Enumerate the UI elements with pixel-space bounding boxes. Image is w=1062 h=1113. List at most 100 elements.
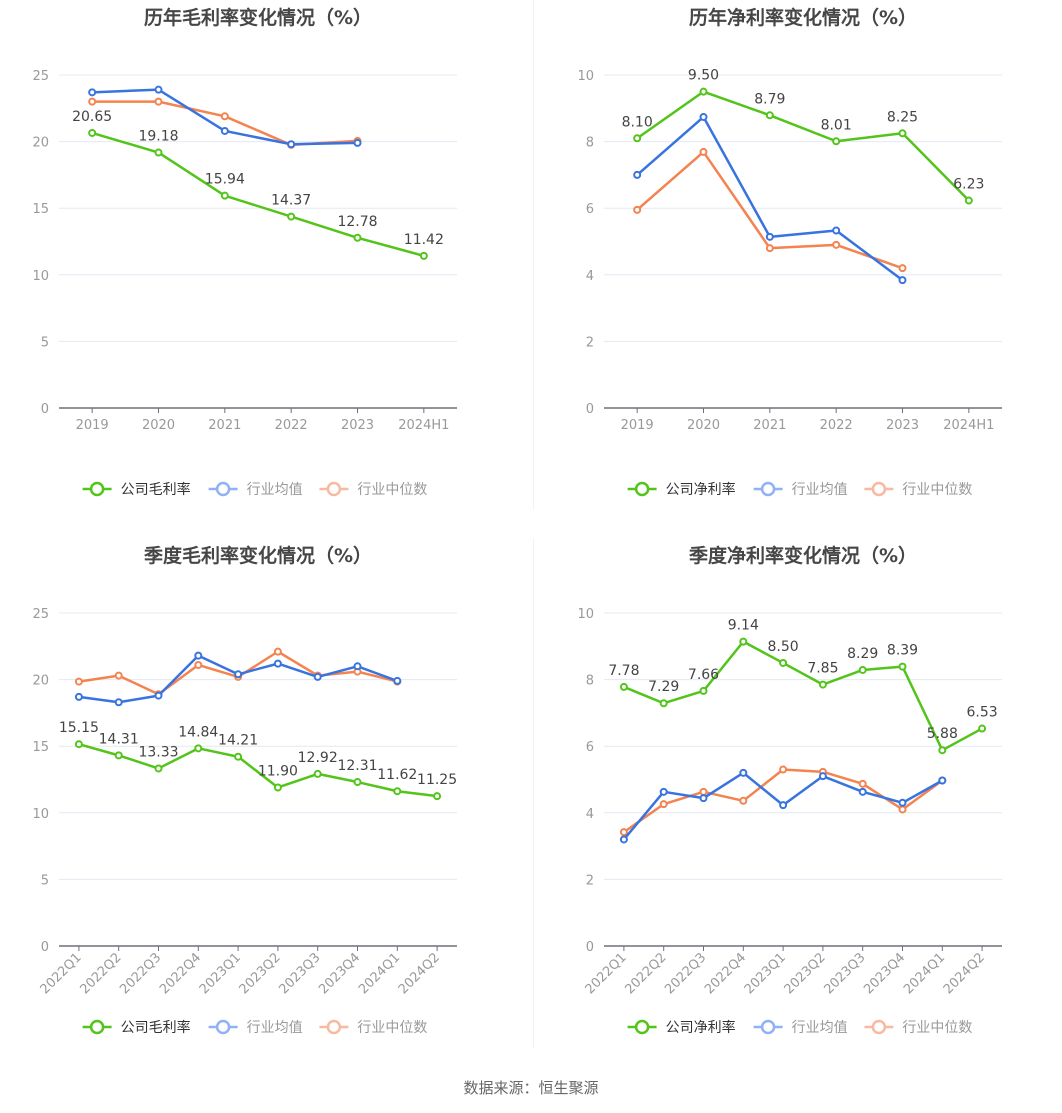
data-point-company[interactable] bbox=[659, 699, 668, 708]
data-point-avg[interactable] bbox=[353, 662, 362, 671]
data-point-avg[interactable] bbox=[234, 670, 243, 679]
data-point-company[interactable] bbox=[353, 233, 362, 242]
legend-item-avg[interactable]: 行业均值 bbox=[208, 481, 303, 498]
data-point-avg[interactable] bbox=[88, 88, 97, 97]
y-tick-label: 10 bbox=[32, 269, 49, 284]
legend-item-median[interactable]: 行业中位数 bbox=[319, 1019, 427, 1036]
data-point-avg[interactable] bbox=[287, 140, 296, 149]
data-point-company[interactable] bbox=[699, 87, 708, 96]
data-point-company[interactable] bbox=[619, 682, 628, 691]
data-point-company[interactable] bbox=[419, 251, 428, 260]
data-point-company[interactable] bbox=[699, 686, 708, 695]
data-point-avg[interactable] bbox=[898, 798, 907, 807]
data-point-company[interactable] bbox=[898, 129, 907, 138]
data-point-company[interactable] bbox=[779, 658, 788, 667]
data-point-median[interactable] bbox=[898, 805, 907, 814]
data-point-company[interactable] bbox=[832, 137, 841, 146]
x-tick-label: 2023Q4 bbox=[316, 950, 363, 997]
data-point-company[interactable] bbox=[313, 769, 322, 778]
data-point-company[interactable] bbox=[818, 680, 827, 689]
data-point-median[interactable] bbox=[858, 779, 867, 788]
data-point-company[interactable] bbox=[154, 148, 163, 157]
data-point-median[interactable] bbox=[699, 787, 708, 796]
legend-item-company[interactable]: 公司毛利率 bbox=[82, 1019, 191, 1036]
legend-item-company[interactable]: 公司净利率 bbox=[627, 1019, 736, 1036]
data-point-company[interactable] bbox=[938, 746, 947, 755]
data-point-company[interactable] bbox=[353, 778, 362, 787]
data-point-median[interactable] bbox=[273, 647, 282, 656]
legend-item-median[interactable]: 行业中位数 bbox=[864, 1019, 972, 1036]
data-point-company[interactable] bbox=[858, 665, 867, 674]
data-point-avg[interactable] bbox=[699, 794, 708, 803]
legend-item-avg[interactable]: 行业均值 bbox=[753, 481, 848, 498]
legend-item-company[interactable]: 公司毛利率 bbox=[82, 481, 191, 498]
legend-item-median[interactable]: 行业中位数 bbox=[864, 481, 972, 498]
data-point-median[interactable] bbox=[765, 244, 774, 253]
data-point-avg[interactable] bbox=[393, 676, 402, 685]
data-point-company[interactable] bbox=[74, 740, 83, 749]
data-point-avg[interactable] bbox=[765, 232, 774, 241]
data-point-company[interactable] bbox=[154, 764, 163, 773]
data-point-company[interactable] bbox=[739, 637, 748, 646]
data-point-company[interactable] bbox=[194, 744, 203, 753]
data-point-avg[interactable] bbox=[818, 772, 827, 781]
data-point-company[interactable] bbox=[633, 134, 642, 143]
data-point-avg[interactable] bbox=[220, 126, 229, 135]
data-point-avg[interactable] bbox=[273, 659, 282, 668]
legend-circle-icon bbox=[760, 1019, 776, 1035]
data-label: 7.66 bbox=[688, 667, 719, 683]
data-point-median[interactable] bbox=[220, 112, 229, 121]
data-point-avg[interactable] bbox=[353, 138, 362, 147]
data-label: 14.84 bbox=[178, 724, 218, 740]
data-point-avg[interactable] bbox=[699, 112, 708, 121]
data-point-median[interactable] bbox=[659, 800, 668, 809]
legend-item-median[interactable]: 行业中位数 bbox=[319, 481, 427, 498]
data-point-median[interactable] bbox=[619, 828, 628, 837]
data-point-company[interactable] bbox=[393, 787, 402, 796]
data-point-median[interactable] bbox=[832, 240, 841, 249]
data-point-company[interactable] bbox=[898, 662, 907, 671]
data-point-avg[interactable] bbox=[633, 170, 642, 179]
data-label: 8.01 bbox=[821, 117, 852, 133]
data-point-avg[interactable] bbox=[154, 691, 163, 700]
data-point-median[interactable] bbox=[154, 97, 163, 106]
data-point-company[interactable] bbox=[234, 752, 243, 761]
data-point-median[interactable] bbox=[633, 205, 642, 214]
data-point-company[interactable] bbox=[978, 724, 987, 733]
data-point-company[interactable] bbox=[765, 111, 774, 120]
data-point-median[interactable] bbox=[114, 671, 123, 680]
data-point-avg[interactable] bbox=[114, 698, 123, 707]
data-point-company[interactable] bbox=[273, 783, 282, 792]
data-point-company[interactable] bbox=[964, 196, 973, 205]
legend-item-avg[interactable]: 行业均值 bbox=[208, 1019, 303, 1036]
data-point-median[interactable] bbox=[898, 264, 907, 273]
data-point-avg[interactable] bbox=[938, 776, 947, 785]
data-point-median[interactable] bbox=[779, 765, 788, 774]
data-point-avg[interactable] bbox=[313, 672, 322, 681]
legend-item-avg[interactable]: 行业均值 bbox=[753, 1019, 848, 1036]
legend-item-company[interactable]: 公司净利率 bbox=[627, 481, 736, 498]
data-point-company[interactable] bbox=[114, 751, 123, 760]
data-point-company[interactable] bbox=[433, 792, 442, 801]
data-point-median[interactable] bbox=[88, 97, 97, 106]
data-point-company[interactable] bbox=[287, 212, 296, 221]
data-point-median[interactable] bbox=[74, 677, 83, 686]
data-point-median[interactable] bbox=[739, 796, 748, 805]
data-point-company[interactable] bbox=[220, 191, 229, 200]
data-point-avg[interactable] bbox=[619, 835, 628, 844]
data-point-avg[interactable] bbox=[154, 85, 163, 94]
data-point-avg[interactable] bbox=[779, 801, 788, 810]
data-point-median[interactable] bbox=[699, 147, 708, 156]
data-point-avg[interactable] bbox=[898, 276, 907, 285]
data-point-median[interactable] bbox=[194, 660, 203, 669]
y-tick-label: 8 bbox=[586, 136, 594, 151]
data-point-avg[interactable] bbox=[74, 692, 83, 701]
legend-circle-icon bbox=[871, 1019, 887, 1035]
data-point-company[interactable] bbox=[88, 128, 97, 137]
data-point-avg[interactable] bbox=[858, 787, 867, 796]
data-point-avg[interactable] bbox=[659, 787, 668, 796]
data-point-avg[interactable] bbox=[739, 768, 748, 777]
y-tick-label: 20 bbox=[32, 136, 49, 151]
data-point-avg[interactable] bbox=[194, 651, 203, 660]
data-point-avg[interactable] bbox=[832, 226, 841, 235]
